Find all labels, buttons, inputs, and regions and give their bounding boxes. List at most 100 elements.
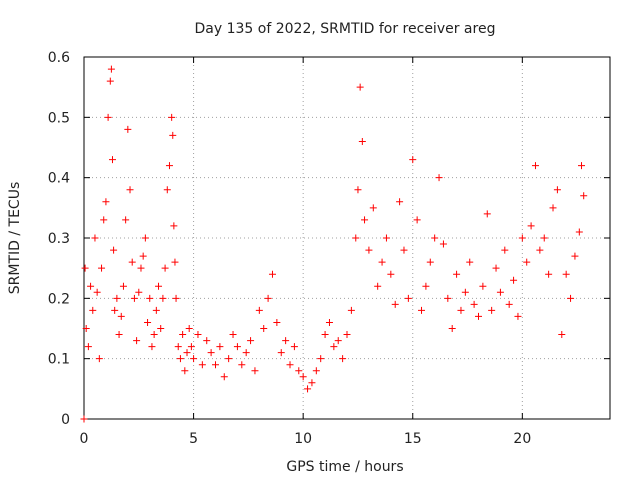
data-point: [282, 337, 290, 345]
data-point: [260, 325, 268, 332]
data-point: [126, 186, 134, 194]
data-point: [93, 288, 101, 296]
data-point: [378, 258, 386, 266]
data-point: [312, 367, 320, 375]
data-point: [369, 204, 377, 212]
y-tick-label: 0.3: [48, 231, 70, 247]
data-point: [229, 331, 237, 339]
data-point: [150, 331, 158, 339]
data-point: [562, 270, 570, 278]
data-point: [343, 331, 351, 339]
data-point: [225, 355, 233, 363]
data-point: [354, 186, 362, 194]
data-point: [400, 246, 408, 254]
x-axis-label: GPS time / hours: [286, 459, 403, 475]
data-point: [553, 186, 561, 194]
data-point: [290, 343, 298, 351]
data-point: [361, 216, 369, 224]
y-tick-label: 0.6: [48, 50, 70, 66]
data-point: [356, 83, 364, 91]
data-point: [194, 331, 202, 339]
data-point: [98, 264, 106, 272]
data-point: [571, 252, 579, 260]
data-point: [216, 343, 224, 351]
data-point: [170, 222, 178, 230]
data-point: [203, 337, 211, 345]
data-point: [128, 258, 136, 266]
data-point: [152, 306, 160, 314]
data-point: [80, 415, 88, 423]
data-point: [110, 246, 118, 254]
data-point: [505, 300, 513, 308]
data-point: [155, 282, 163, 290]
data-point: [111, 306, 119, 314]
data-point: [483, 210, 491, 218]
data-point: [87, 282, 95, 290]
data-point: [308, 379, 316, 387]
data-point: [523, 258, 531, 266]
data-point: [277, 349, 285, 357]
data-point: [435, 174, 443, 182]
data-point: [89, 306, 97, 314]
data-point: [115, 331, 123, 339]
data-point: [461, 288, 469, 296]
data-point: [295, 367, 303, 375]
data-point: [171, 258, 179, 266]
data-point: [161, 264, 169, 272]
data-point: [144, 318, 152, 326]
data-point: [325, 318, 333, 326]
data-point: [352, 234, 360, 242]
data-point: [139, 252, 147, 260]
data-point: [185, 325, 193, 332]
data-point: [212, 361, 219, 369]
data-point: [444, 294, 452, 302]
data-point: [374, 282, 382, 290]
data-point: [163, 186, 171, 194]
y-tick-label: 0.4: [48, 171, 70, 187]
data-point: [251, 367, 259, 375]
data-point: [82, 325, 90, 332]
y-tick-label: 0.5: [48, 110, 70, 126]
data-point: [157, 325, 165, 332]
data-point: [396, 198, 404, 206]
data-point: [148, 343, 156, 351]
y-axis-label: SRMTID / TECUs: [7, 182, 23, 295]
data-point: [165, 162, 173, 170]
data-point: [514, 312, 522, 320]
data-point: [190, 355, 198, 363]
data-point: [108, 156, 116, 164]
data-point: [531, 162, 539, 170]
x-tick-label: 0: [80, 431, 89, 447]
data-point: [264, 294, 272, 302]
data-point: [159, 294, 167, 302]
data-point: [457, 306, 465, 314]
data-point: [187, 343, 195, 351]
data-point: [172, 294, 180, 302]
data-point: [102, 198, 110, 206]
data-point: [549, 204, 557, 212]
data-point: [242, 349, 250, 357]
data-point: [391, 300, 399, 308]
data-point: [91, 234, 99, 242]
data-point: [84, 343, 92, 351]
data-point: [233, 343, 241, 351]
data-point: [174, 343, 182, 351]
data-point: [183, 349, 191, 357]
tick-layer: 0 0.1 0.2 0.3 0.4 0.5 0.6 0 5 10 15 20: [48, 50, 610, 447]
data-point: [518, 234, 526, 242]
x-tick-label: 20: [513, 431, 531, 447]
data-point: [146, 294, 154, 302]
chart-title: Day 135 of 2022, SRMTID for receiver are…: [195, 21, 496, 37]
data-point: [255, 306, 263, 314]
data-point: [137, 264, 145, 272]
data-point: [169, 131, 177, 139]
data-point: [475, 312, 482, 320]
data-point: [106, 77, 114, 85]
data-point: [176, 355, 184, 363]
data-point: [488, 306, 496, 314]
y-tick-label: 0.1: [48, 352, 70, 368]
data-point: [453, 270, 461, 278]
x-tick-label: 15: [404, 431, 422, 447]
data-point: [339, 355, 347, 363]
